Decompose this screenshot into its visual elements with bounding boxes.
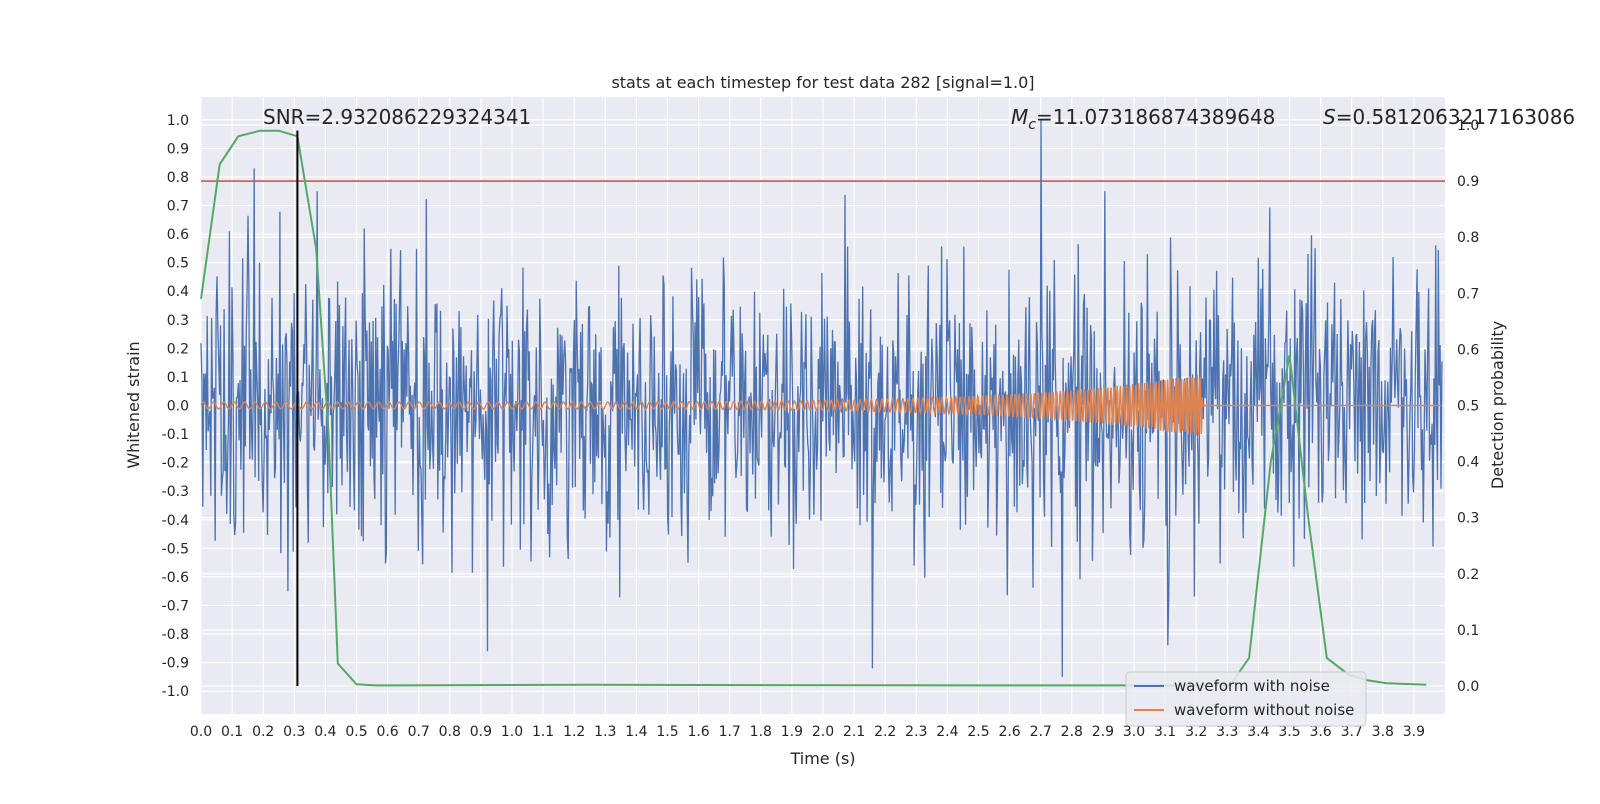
x-tick-label: 0.5 xyxy=(345,724,367,740)
series-detection-probability xyxy=(200,129,1427,687)
y-tick-label: 0.0 xyxy=(167,399,189,415)
legend: waveform with noise waveform without noi… xyxy=(1125,671,1367,727)
y-tick-label: 0.1 xyxy=(167,370,189,386)
chirp-mass-symbol: M xyxy=(1011,105,1028,129)
x-tick-label: 3.9 xyxy=(1403,724,1425,740)
y-tick-label: -0.2 xyxy=(162,456,189,472)
y2-tick-label: 0.0 xyxy=(1457,679,1479,695)
y2-tick-label: 0.5 xyxy=(1457,399,1479,415)
chirp-mass-subscript: c xyxy=(1028,117,1036,133)
y2-tick-label: 1.0 xyxy=(1457,118,1479,134)
x-tick-label: 3.1 xyxy=(1154,724,1176,740)
y2-tick-label: 0.9 xyxy=(1457,174,1479,190)
x-tick-label: 0.9 xyxy=(470,724,492,740)
x-tick-label: 2.6 xyxy=(998,724,1020,740)
y-tick-label: -0.5 xyxy=(162,541,189,557)
x-tick-label: 0.1 xyxy=(221,724,243,740)
x-tick-label: 2.8 xyxy=(1061,724,1083,740)
x-tick-label: 3.2 xyxy=(1185,724,1207,740)
x-tick-label: 1.7 xyxy=(719,724,741,740)
x-tick-label: 3.7 xyxy=(1341,724,1363,740)
series-layer xyxy=(200,119,1445,687)
x-tick-label: 2.5 xyxy=(967,724,989,740)
y-tick-label: 0.4 xyxy=(167,284,189,300)
x-tick-label: 2.1 xyxy=(843,724,865,740)
x-tick-label: 0.4 xyxy=(314,724,336,740)
x-tick-label: 1.0 xyxy=(501,724,523,740)
y-tick-label: 0.6 xyxy=(167,227,189,243)
y2-tick-label: 0.7 xyxy=(1457,286,1479,302)
x-tick-label: 3.5 xyxy=(1278,724,1300,740)
y2-axis-label: Detection probability xyxy=(1488,321,1507,489)
y2-tick-label: 0.6 xyxy=(1457,342,1479,358)
x-tick-label: 0.3 xyxy=(283,724,305,740)
x-tick-label: 1.2 xyxy=(563,724,585,740)
s-annotation: S=0.5812063217163086 xyxy=(1323,105,1575,129)
y-axis-label: Whitened strain xyxy=(124,341,143,468)
series-waveform-without-noise xyxy=(200,374,1442,436)
x-tick-label: 0.6 xyxy=(376,724,398,740)
x-tick-label: 1.4 xyxy=(625,724,647,740)
y2-tick-label: 0.4 xyxy=(1457,455,1479,471)
x-tick-label: 1.5 xyxy=(656,724,678,740)
x-tick-label: 1.1 xyxy=(532,724,554,740)
x-tick-label: 3.0 xyxy=(1123,724,1145,740)
x-tick-labels: 0.0 0.1 0.2 0.3 0.4 0.5 0.6 0.7 0.8 0.9 1.0 1.1 1.2 1… xyxy=(190,724,1425,740)
series-waveform-with-noise xyxy=(200,119,1443,677)
x-tick-label: 3.8 xyxy=(1372,724,1394,740)
x-tick-label: 0.7 xyxy=(408,724,430,740)
x-tick-label: 0.2 xyxy=(252,724,274,740)
y-tick-label: 0.9 xyxy=(167,141,189,157)
y2-tick-labels: 1.0 0.9 0.8 0.7 0.6 0.5 0.4 0.3 0.2 0.1 0.0 xyxy=(1457,118,1479,695)
y-tick-label: -0.1 xyxy=(162,427,189,443)
x-tick-label: 2.9 xyxy=(1092,724,1114,740)
x-tick-label: 2.7 xyxy=(1030,724,1052,740)
chirp-mass-annotation: Mc=11.073186874389648 xyxy=(1011,105,1275,133)
y-tick-label: 0.8 xyxy=(167,170,189,186)
x-tick-label: 2.4 xyxy=(936,724,958,740)
y-tick-label: -0.4 xyxy=(162,513,189,529)
y2-tick-label: 0.1 xyxy=(1457,623,1479,639)
y2-tick-label: 0.8 xyxy=(1457,230,1479,246)
y-tick-label: 1.0 xyxy=(167,113,189,129)
y-tick-label: -0.3 xyxy=(162,484,189,500)
y-tick-label: 0.3 xyxy=(167,313,189,329)
y-tick-label: 0.5 xyxy=(167,256,189,272)
x-tick-label: 1.9 xyxy=(781,724,803,740)
y-tick-label: 0.2 xyxy=(167,341,189,357)
y-tick-label: -0.8 xyxy=(162,627,189,643)
y-tick-labels: 1.0 0.9 0.8 0.7 0.6 0.5 0.4 0.3 0.2 0.1 0.0 -0.1 -0.… xyxy=(162,113,189,700)
x-tick-label: 0.8 xyxy=(439,724,461,740)
y2-tick-label: 0.2 xyxy=(1457,567,1479,583)
s-value: =0.5812063217163086 xyxy=(1336,105,1575,129)
legend-label-clean: waveform without noise xyxy=(1174,701,1354,719)
chart-title: stats at each timestep for test data 282… xyxy=(611,73,1034,92)
x-tick-label: 3.3 xyxy=(1216,724,1238,740)
x-tick-label: 1.6 xyxy=(687,724,709,740)
y-tick-label: -0.9 xyxy=(162,656,189,672)
x-tick-label: 2.2 xyxy=(874,724,896,740)
chirp-mass-value: =11.073186874389648 xyxy=(1036,105,1275,129)
x-tick-label: 3.6 xyxy=(1309,724,1331,740)
grid-horizontal-lines xyxy=(201,119,1445,692)
x-tick-label: 2.3 xyxy=(905,724,927,740)
y-tick-label: -1.0 xyxy=(162,684,189,700)
y2-tick-label: 0.3 xyxy=(1457,511,1479,527)
legend-label-noisy: waveform with noise xyxy=(1174,677,1330,695)
legend-box xyxy=(1125,671,1367,727)
y-tick-label: -0.7 xyxy=(162,598,189,614)
x-tick-label: 1.8 xyxy=(750,724,772,740)
x-tick-label: 0.0 xyxy=(190,724,212,740)
x-axis-label: Time (s) xyxy=(789,749,855,768)
x-tick-label: 3.4 xyxy=(1247,724,1269,740)
x-tick-label: 2.0 xyxy=(812,724,834,740)
y-tick-label: -0.6 xyxy=(162,570,189,586)
s-symbol: S xyxy=(1323,105,1336,129)
snr-annotation: SNR=2.932086229324341 xyxy=(263,105,531,129)
y-tick-label: 0.7 xyxy=(167,199,189,215)
x-tick-label: 1.3 xyxy=(594,724,616,740)
